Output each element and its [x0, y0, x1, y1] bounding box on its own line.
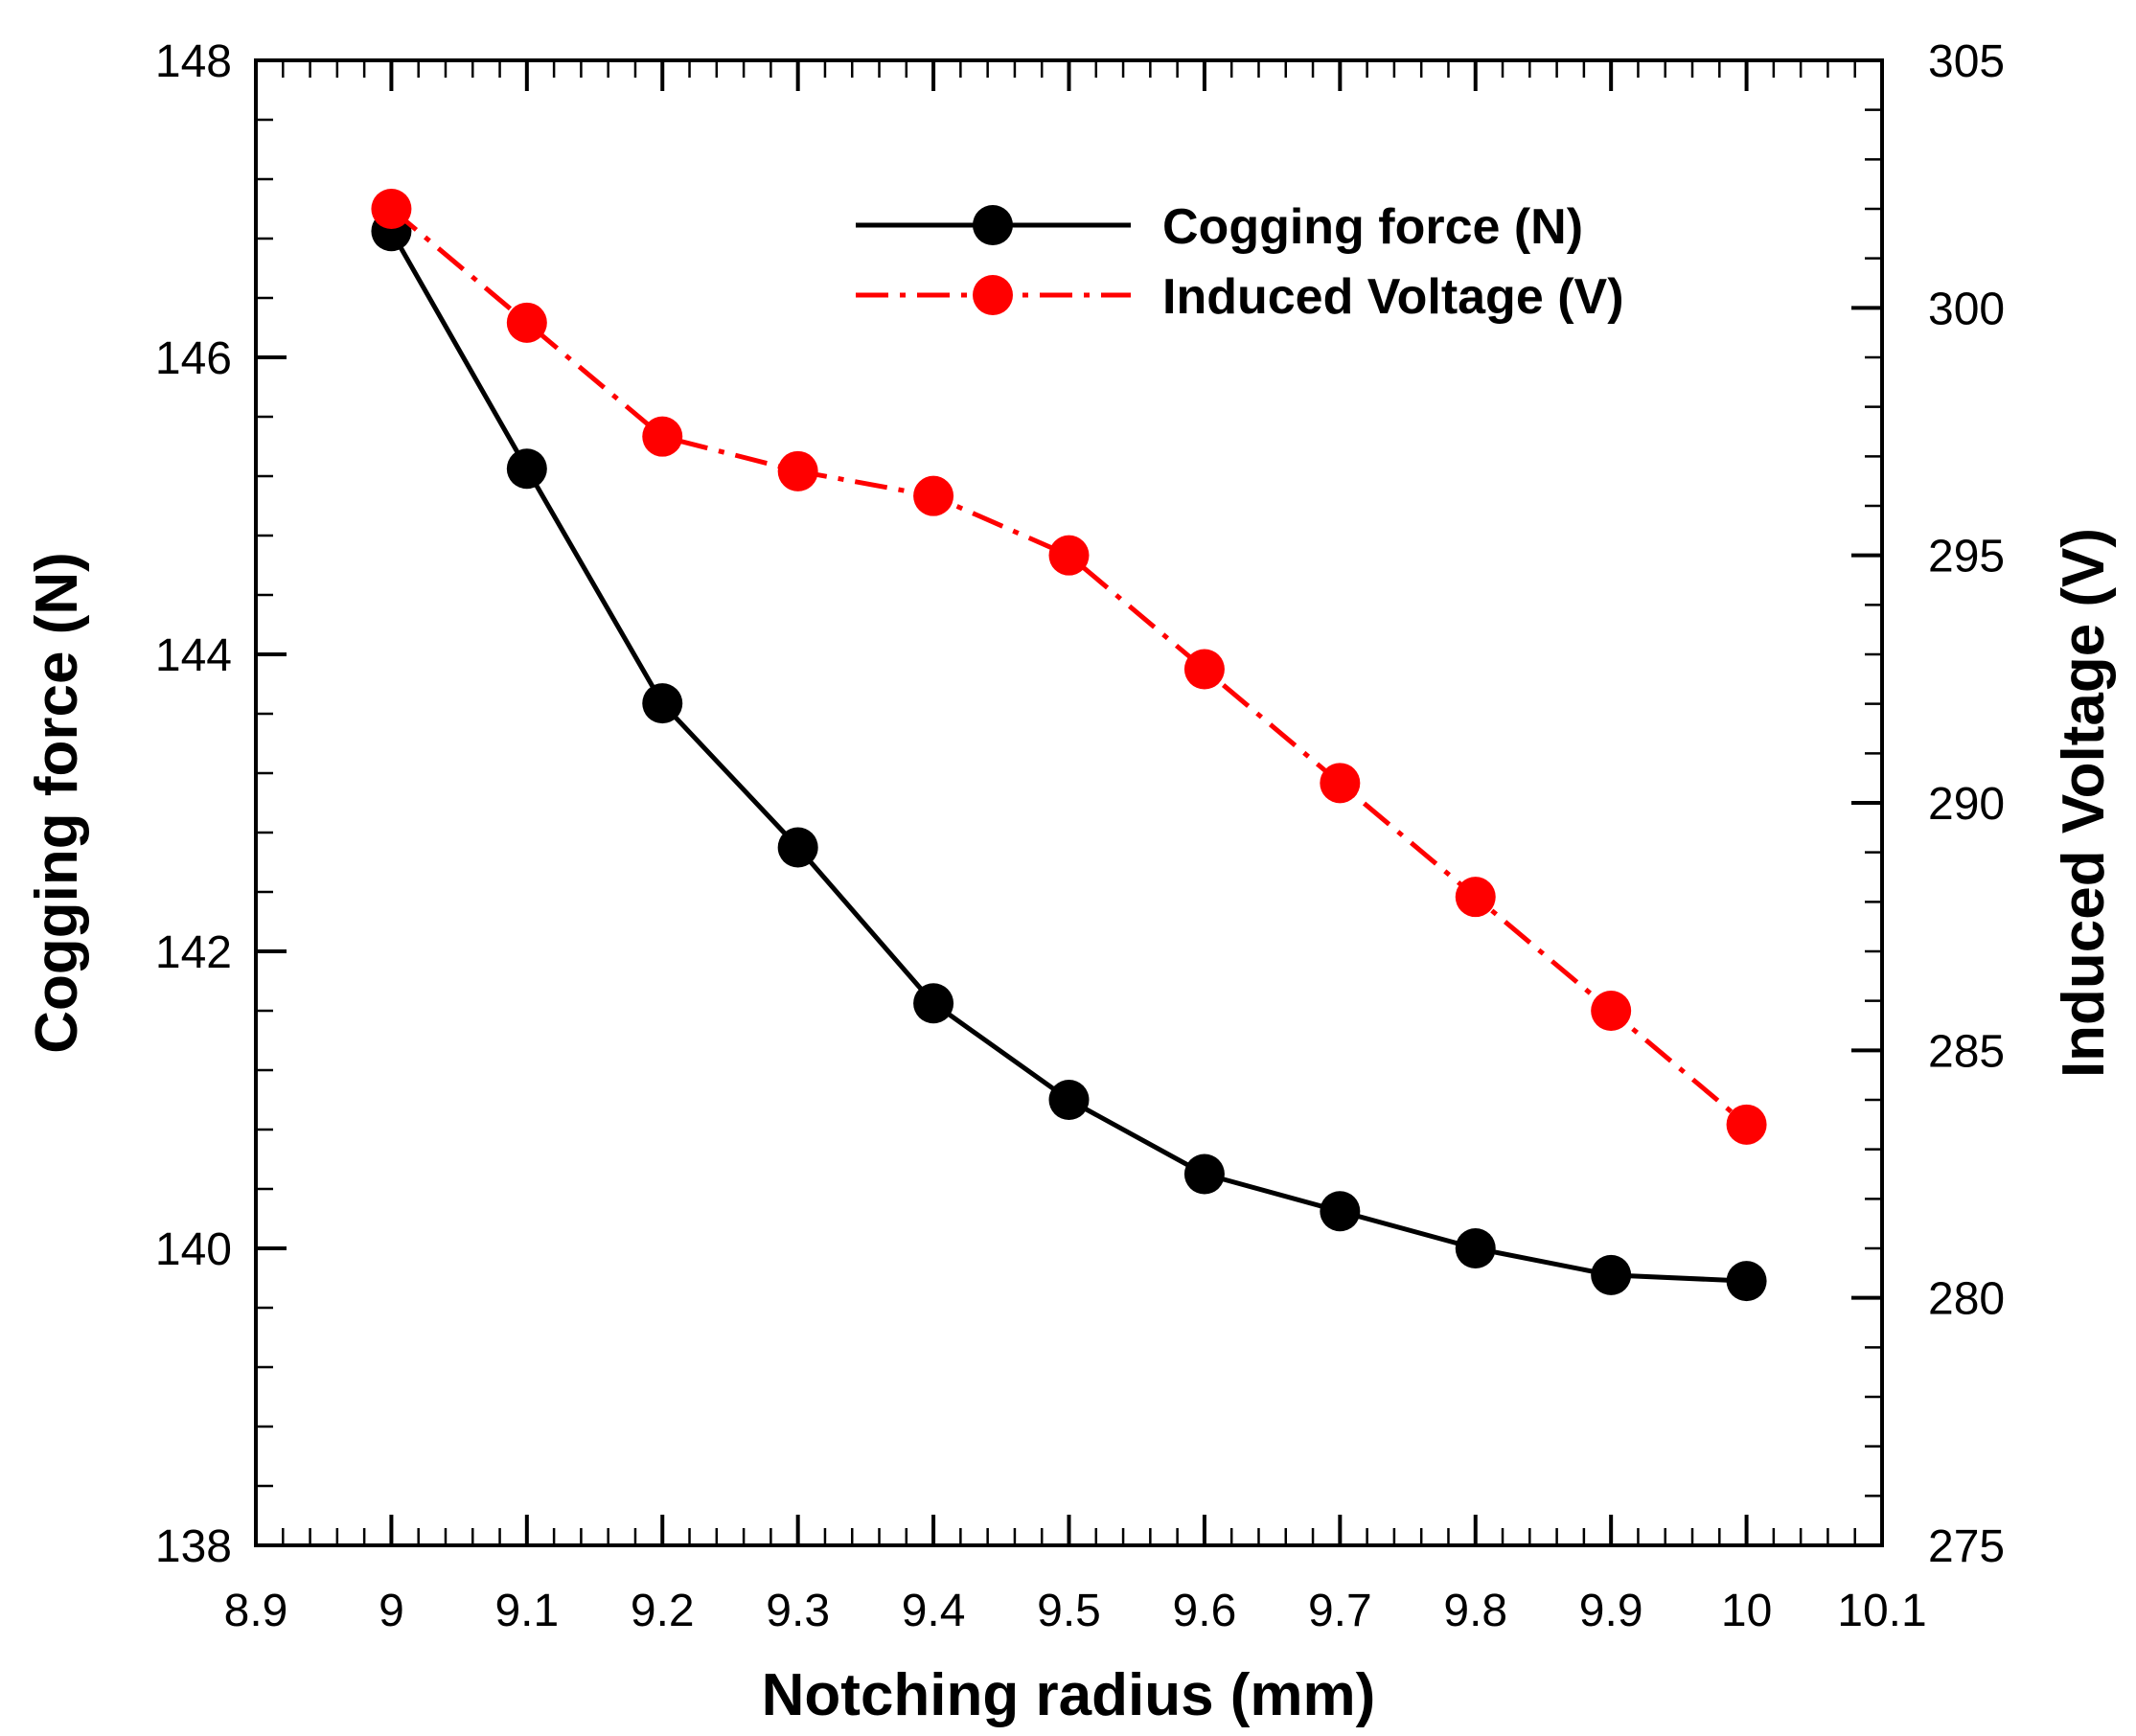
legend-label-voltage: Induced Voltage (V)	[1162, 269, 1624, 325]
x-tick-label: 9.6	[1173, 1586, 1237, 1636]
data-point-cogging-force	[1591, 1254, 1632, 1295]
y-left-tick-label: 138	[155, 1521, 232, 1572]
data-point-induced-voltage	[1320, 763, 1361, 804]
y-right-axis-title: Induced Voltage (V)	[2051, 528, 2117, 1078]
major-ticks	[254, 58, 1884, 1547]
y-right-tick-label: 295	[1928, 532, 2005, 582]
x-tick-label: 10	[1721, 1586, 1772, 1636]
x-tick-label: 9.1	[494, 1586, 559, 1636]
legend-marker-cogging	[973, 205, 1013, 245]
y-right-tick-label: 275	[1928, 1521, 2005, 1572]
legend-marker-voltage	[973, 275, 1013, 315]
x-tick-label: 8.9	[224, 1586, 288, 1636]
y-right-tick-label: 300	[1928, 284, 2005, 334]
data-point-induced-voltage	[1048, 535, 1090, 576]
y-left-tick-label: 144	[155, 630, 232, 681]
x-tick-label: 9.7	[1308, 1586, 1372, 1636]
series-line-cogging-force	[389, 230, 1747, 1284]
data-point-cogging-force	[1455, 1228, 1496, 1268]
data-point-induced-voltage	[642, 416, 683, 457]
data-point-cogging-force	[1048, 1080, 1090, 1120]
minor-ticks	[256, 60, 1882, 1545]
data-point-induced-voltage	[777, 450, 818, 491]
data-point-cogging-force	[913, 983, 954, 1024]
legend: Cogging force (N) Induced Voltage (V)	[856, 199, 1624, 325]
data-point-cogging-force	[1320, 1191, 1361, 1232]
x-tick-label: 9.4	[902, 1586, 966, 1636]
y-right-tick-label: 280	[1928, 1274, 2005, 1325]
data-point-induced-voltage	[1591, 991, 1632, 1031]
y-right-tick-label: 290	[1928, 779, 2005, 830]
y-right-tick-labels: 275 280 285 290 295 300 305	[1928, 36, 2005, 1572]
x-tick-label: 9.5	[1037, 1586, 1101, 1636]
y-right-tick-label: 285	[1928, 1026, 2005, 1077]
y-left-tick-label: 148	[155, 36, 232, 87]
x-axis-title: Notching radius (mm)	[762, 1662, 1376, 1728]
plot-frame	[254, 58, 1884, 1547]
y-left-tick-label: 140	[155, 1224, 232, 1275]
data-point-cogging-force	[642, 683, 683, 724]
x-tick-label: 10.1	[1837, 1586, 1926, 1636]
legend-label-cogging: Cogging force (N)	[1162, 199, 1583, 255]
x-tick-label: 9.9	[1579, 1586, 1643, 1636]
series-line-induced-voltage	[389, 207, 1749, 1127]
data-point-cogging-force	[1726, 1261, 1767, 1302]
data-point-induced-voltage	[913, 475, 954, 516]
data-point-induced-voltage	[506, 302, 547, 343]
y-left-tick-label: 142	[155, 927, 232, 978]
data-point-induced-voltage	[371, 189, 412, 229]
data-point-induced-voltage	[1183, 649, 1225, 690]
x-tick-label: 9.3	[766, 1586, 830, 1636]
data-point-induced-voltage	[1455, 877, 1496, 918]
x-tick-labels: 8.9 9 9.1 9.2 9.3 9.4 9.5 9.6 9.7 9.8 9.9 10 10.1	[224, 1586, 1927, 1636]
data-point-cogging-force	[777, 827, 818, 868]
data-point-cogging-force	[1183, 1154, 1225, 1195]
y-left-axis-title: Cogging force (N)	[24, 552, 90, 1054]
y-right-tick-label: 305	[1928, 36, 2005, 87]
series-layer	[371, 189, 1767, 1302]
data-point-cogging-force	[506, 448, 547, 490]
y-left-tick-labels: 138 140 142 144 146 148	[155, 36, 232, 1572]
x-tick-label: 9.8	[1443, 1586, 1507, 1636]
x-tick-label: 9	[379, 1586, 404, 1636]
x-tick-label: 9.2	[631, 1586, 695, 1636]
y-left-tick-label: 146	[155, 333, 232, 384]
data-point-induced-voltage	[1726, 1104, 1767, 1145]
